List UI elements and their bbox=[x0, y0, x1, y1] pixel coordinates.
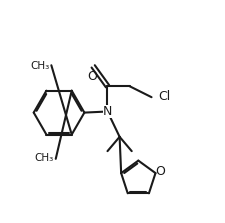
Text: CH₃: CH₃ bbox=[34, 153, 53, 163]
Text: CH₃: CH₃ bbox=[30, 61, 49, 71]
Text: O: O bbox=[87, 70, 97, 83]
Text: Cl: Cl bbox=[158, 90, 170, 103]
Text: O: O bbox=[155, 165, 164, 178]
Text: N: N bbox=[102, 105, 112, 118]
